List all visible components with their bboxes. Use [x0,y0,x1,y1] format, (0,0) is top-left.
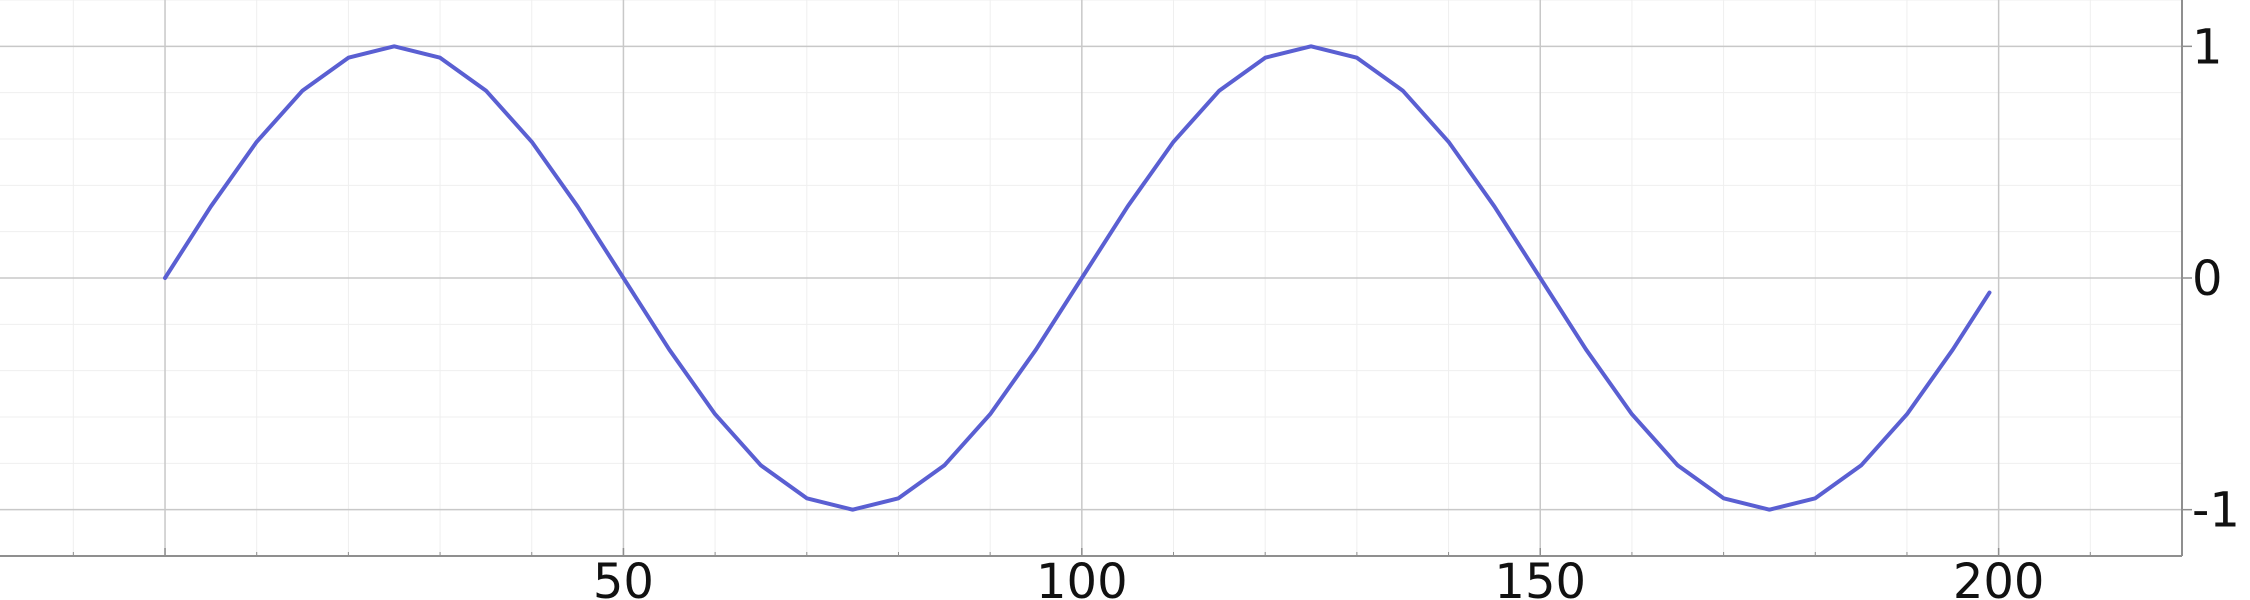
x-tick-label: 150 [1494,554,1586,600]
tick-labels: 50 100 150 200 1 0 -1 [593,19,2240,600]
series-line-0 [163,44,1992,512]
axes [0,0,2192,557]
major-grid [0,0,2182,556]
y-tick-label: 1 [2192,19,2223,75]
y-tick-label: 0 [2192,251,2223,307]
y-tick-label: -1 [2192,483,2240,539]
x-tick-label: 50 [593,554,654,600]
x-tick-label: 200 [1953,554,2045,600]
x-tick-label: 100 [1036,554,1128,600]
series-layer [163,44,1992,512]
